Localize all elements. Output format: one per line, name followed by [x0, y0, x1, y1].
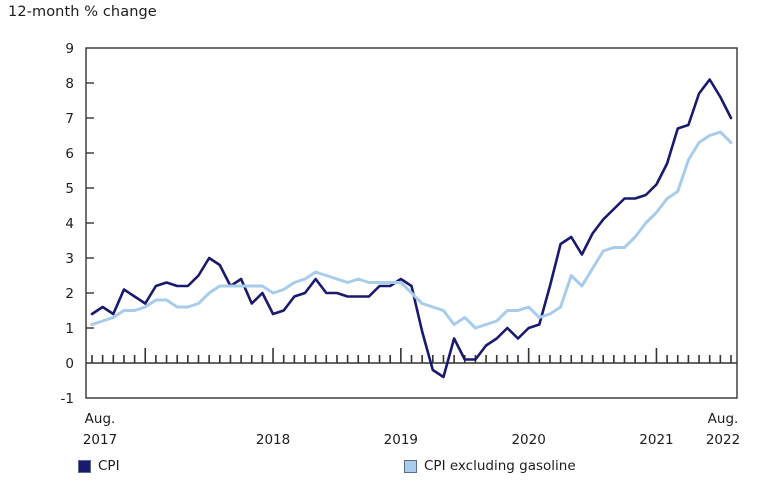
y-axis-tick-group: -1 0 1 2 3 4 5 6 7 8 9: [61, 41, 94, 407]
svg-text:2019: 2019: [384, 432, 418, 448]
y-axis-title: 12-month % change: [8, 4, 157, 20]
legend-item-cpi-excluding-gasoline[interactable]: CPI excluding gasoline: [404, 458, 576, 474]
svg-text:2: 2: [65, 286, 74, 302]
svg-text:2020: 2020: [511, 432, 545, 448]
legend-label-cpi: CPI: [98, 458, 120, 474]
svg-text:0: 0: [65, 356, 74, 372]
series-group: [90, 78, 733, 379]
chart-legend: CPI CPI excluding gasoline: [0, 458, 775, 488]
svg-text:2018: 2018: [256, 432, 290, 448]
svg-text:2021: 2021: [639, 432, 673, 448]
x-axis-label-group: Aug. 2017 2018 2019 2020 2021 Aug. 2022: [83, 411, 740, 448]
legend-swatch-cpi: [78, 459, 91, 473]
x-axis-tick-group: [91, 348, 732, 363]
svg-text:6: 6: [65, 146, 74, 162]
svg-text:8: 8: [65, 76, 74, 92]
legend-item-cpi[interactable]: CPI: [78, 458, 120, 474]
legend-label-cpi-excluding-gasoline: CPI excluding gasoline: [424, 458, 576, 474]
legend-swatch-cpi-excluding-gasoline: [404, 459, 417, 473]
svg-text:-1: -1: [61, 391, 74, 407]
svg-text:2017: 2017: [83, 432, 117, 448]
plot-frame: [85, 47, 738, 399]
svg-text:5: 5: [65, 181, 74, 197]
svg-text:Aug.: Aug.: [85, 411, 116, 427]
svg-text:3: 3: [65, 251, 74, 267]
svg-text:7: 7: [65, 111, 74, 127]
svg-text:4: 4: [65, 216, 74, 232]
svg-text:Aug.: Aug.: [708, 411, 739, 427]
svg-text:1: 1: [65, 321, 74, 337]
svg-text:9: 9: [65, 41, 74, 57]
svg-text:2022: 2022: [706, 432, 740, 448]
